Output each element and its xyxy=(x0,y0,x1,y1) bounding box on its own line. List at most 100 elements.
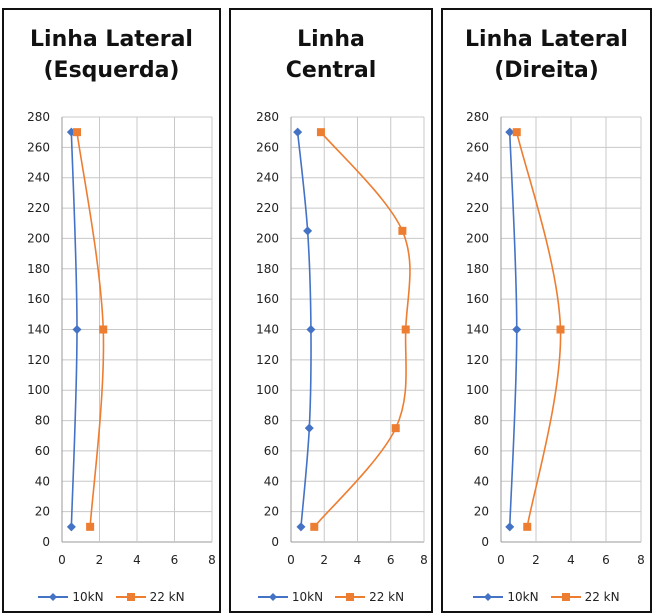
legend-diamond-symbol xyxy=(257,593,288,601)
y-tick-label: 180 xyxy=(256,262,279,276)
x-tick-label: 8 xyxy=(420,553,428,567)
y-tick-label: 200 xyxy=(466,231,489,245)
y-tick-label: 260 xyxy=(466,140,489,154)
y-tick-label: 240 xyxy=(256,171,279,185)
x-tick-label: 2 xyxy=(532,553,540,567)
y-tick-label: 200 xyxy=(27,231,50,245)
data-point-10kn xyxy=(303,226,313,236)
legend-item-10kn: 10kN xyxy=(473,590,539,604)
x-tick-label: 0 xyxy=(58,553,66,567)
data-point-22kn xyxy=(99,325,108,334)
y-tick-label: 60 xyxy=(474,444,489,458)
x-tick-label: 0 xyxy=(497,553,505,567)
data-point-22kn xyxy=(512,128,521,137)
y-tick-label: 20 xyxy=(264,505,279,519)
data-point-10kn xyxy=(306,325,316,334)
y-tick-label: 0 xyxy=(271,535,279,549)
y-tick-label: 280 xyxy=(466,110,489,124)
data-point-10kn xyxy=(505,522,515,532)
chart-title: Linha Lateral (Direita) xyxy=(465,27,628,83)
x-tick-label: 6 xyxy=(602,553,610,567)
data-point-10kn xyxy=(512,325,522,334)
legend-square-symbol xyxy=(550,593,581,601)
data-point-22kn xyxy=(398,226,407,235)
y-tick-label: 0 xyxy=(481,535,489,549)
x-tick-label: 2 xyxy=(96,553,104,567)
y-tick-label: 100 xyxy=(466,383,489,397)
data-point-22kn xyxy=(556,325,565,334)
legend-item-10kn: 10kN xyxy=(38,590,104,604)
data-point-10kn xyxy=(505,127,515,137)
data-point-10kn xyxy=(72,325,82,334)
y-tick-label: 80 xyxy=(264,414,279,428)
chart-legend: 10kN 22 kN xyxy=(4,590,219,604)
chart-panel-esquerda: Linha Lateral (Esquerda) 0 20 40 60 80 100 120… xyxy=(2,8,221,613)
data-point-10kn xyxy=(293,127,303,137)
y-tick-label: 140 xyxy=(466,323,489,337)
y-tick-label: 180 xyxy=(466,262,489,276)
chart-plot-central: 0 20 40 60 80 100 120 140 160 180 200 220 240 260 280 0… xyxy=(256,110,428,567)
legend-item-10kn: 10kN xyxy=(257,590,323,604)
data-point-22kn xyxy=(73,128,81,137)
legend-item-22kn: 22 kN xyxy=(335,590,404,604)
y-tick-label: 260 xyxy=(256,140,279,154)
y-tick-label: 260 xyxy=(27,140,50,154)
x-tick-label: 4 xyxy=(567,553,575,567)
y-tick-label: 0 xyxy=(42,535,50,549)
y-tick-label: 240 xyxy=(27,171,50,185)
y-tick-label: 20 xyxy=(474,505,489,519)
x-tick-label: 8 xyxy=(208,553,216,567)
y-tick-label: 220 xyxy=(27,201,50,215)
y-tick-label: 220 xyxy=(466,201,489,215)
data-point-22kn xyxy=(391,424,400,433)
data-point-22kn xyxy=(310,522,319,531)
y-tick-label: 40 xyxy=(474,474,489,488)
y-tick-label: 40 xyxy=(264,474,279,488)
y-tick-label: 60 xyxy=(35,444,50,458)
chart-title: Linha Lateral (Esquerda) xyxy=(30,27,193,83)
x-tick-label: 6 xyxy=(387,553,395,567)
y-tick-label: 220 xyxy=(256,201,279,215)
chart-panel-central: Linha Central 0 20 40 60 80 100 120 140 160 180 20… xyxy=(229,8,433,613)
data-point-10kn xyxy=(304,423,314,433)
chart-legend: 10kN 22 kN xyxy=(443,590,650,604)
x-tick-label: 2 xyxy=(320,553,328,567)
y-tick-label: 140 xyxy=(27,323,50,337)
y-tick-label: 160 xyxy=(256,292,279,306)
y-tick-label: 80 xyxy=(474,414,489,428)
x-tick-label: 6 xyxy=(171,553,179,567)
y-tick-label: 100 xyxy=(27,383,50,397)
y-tick-label: 120 xyxy=(27,353,50,367)
x-tick-label: 4 xyxy=(133,553,141,567)
chart-panel-direita: Linha Lateral (Direita) 0 20 40 60 80 100 120 1… xyxy=(441,8,652,613)
y-tick-label: 60 xyxy=(264,444,279,458)
legend-diamond-symbol xyxy=(473,593,504,601)
chart-title: Linha Central xyxy=(285,27,377,83)
x-tick-label: 4 xyxy=(354,553,362,567)
y-tick-label: 160 xyxy=(27,292,50,306)
y-tick-label: 180 xyxy=(27,262,50,276)
y-tick-label: 100 xyxy=(256,383,279,397)
y-tick-label: 280 xyxy=(27,110,50,124)
data-point-22kn xyxy=(401,325,410,334)
legend-diamond-symbol xyxy=(38,593,69,601)
y-tick-label: 120 xyxy=(466,353,489,367)
y-tick-label: 280 xyxy=(256,110,279,124)
x-tick-label: 8 xyxy=(637,553,645,567)
data-point-10kn xyxy=(66,522,76,532)
y-tick-label: 240 xyxy=(466,171,489,185)
y-tick-label: 20 xyxy=(35,505,50,519)
data-point-10kn xyxy=(296,522,306,532)
data-point-22kn xyxy=(523,522,532,531)
legend-item-22kn: 22 kN xyxy=(550,590,620,604)
chart-plot-esquerda: 0 20 40 60 80 100 120 140 160 180 200 220 240 260 280 0… xyxy=(27,110,216,567)
y-tick-label: 120 xyxy=(256,353,279,367)
x-tick-label: 0 xyxy=(287,553,295,567)
y-tick-label: 80 xyxy=(35,414,50,428)
y-tick-label: 200 xyxy=(256,231,279,245)
y-tick-label: 140 xyxy=(256,323,279,337)
data-point-22kn xyxy=(316,128,325,137)
chart-plot-direita: 0 20 40 60 80 100 120 140 160 180 200 220 240 260 280 0… xyxy=(466,110,645,567)
legend-square-symbol xyxy=(335,593,366,601)
legend-square-symbol xyxy=(115,593,146,601)
